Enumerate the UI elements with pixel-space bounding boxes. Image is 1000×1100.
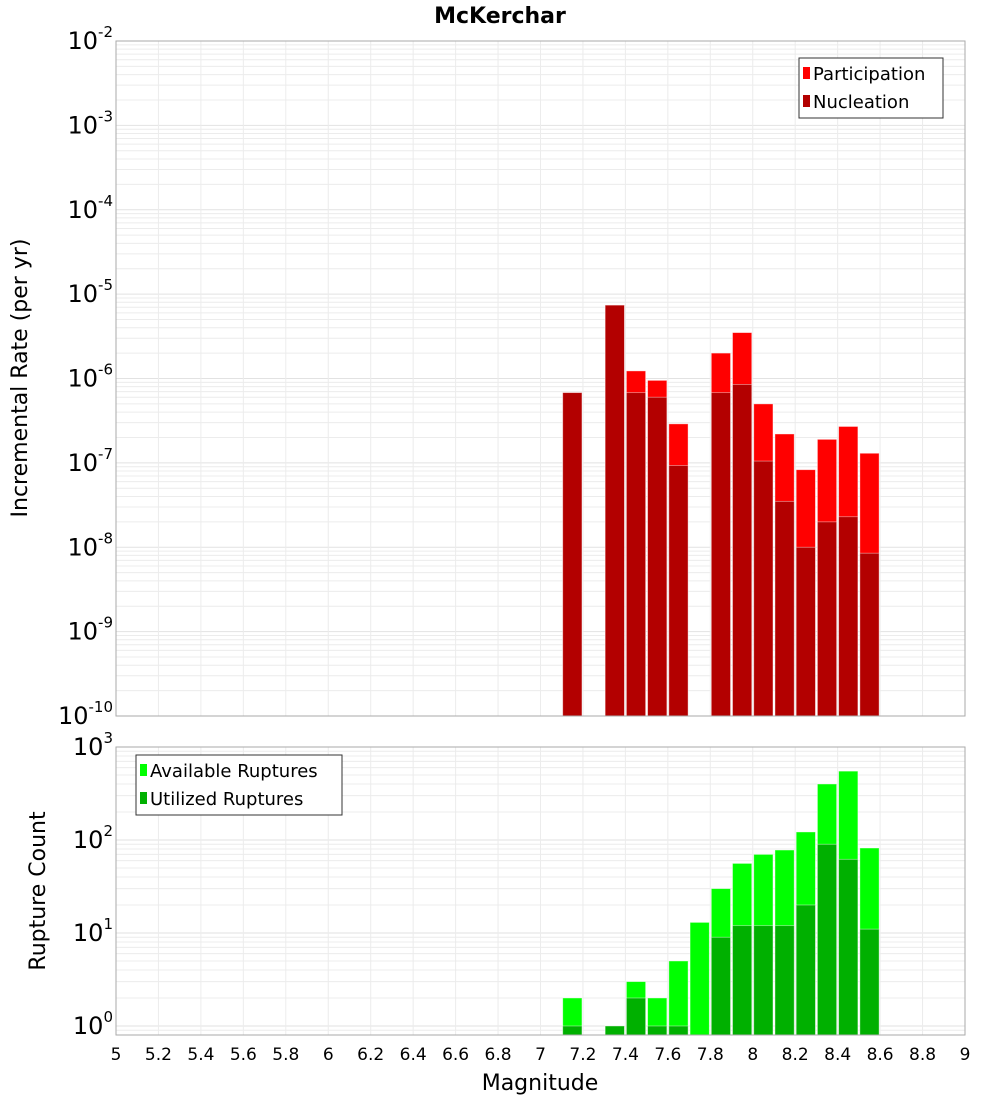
y-tick-label: 102 [73, 822, 113, 854]
y-tick-label: 10-10 [58, 698, 113, 730]
y-tick-label: 10-6 [67, 361, 113, 393]
x-tick-label: 6.4 [400, 1045, 427, 1065]
legend-label: Nucleation [813, 92, 909, 113]
bar-utilized-ruptures [732, 925, 753, 1036]
bar-nucleation [753, 460, 774, 717]
bar-utilized-ruptures [604, 1025, 625, 1036]
x-tick-label: 7.6 [654, 1045, 681, 1065]
legend-swatch [140, 792, 147, 804]
bar-nucleation [838, 516, 859, 717]
x-tick-label: 5.2 [145, 1045, 172, 1065]
bar-available-ruptures [689, 921, 710, 1036]
legend-box [798, 57, 944, 119]
bar-utilized-ruptures [668, 1025, 689, 1036]
bar-nucleation [604, 304, 625, 717]
x-tick-label: 6.2 [357, 1045, 384, 1065]
bar-nucleation [774, 500, 795, 717]
bar-nucleation [859, 552, 880, 717]
x-tick-label: 5 [111, 1045, 122, 1065]
bottom-y-axis-label: Rupture Count [26, 811, 51, 971]
bar-nucleation [626, 392, 647, 717]
x-tick-label: 5.8 [272, 1045, 299, 1065]
x-tick-label: 7.4 [612, 1045, 639, 1065]
bar-utilized-ruptures [562, 1025, 583, 1036]
y-tick-label: 10-9 [67, 614, 113, 646]
legend-label: Available Ruptures [150, 761, 318, 782]
x-tick-label: 6.8 [485, 1045, 512, 1065]
y-tick-label: 10-5 [67, 276, 113, 308]
bar-nucleation [647, 396, 668, 717]
x-tick-label: 6.6 [442, 1045, 469, 1065]
bar-utilized-ruptures [753, 925, 774, 1036]
legend-label: Utilized Ruptures [150, 789, 303, 810]
bar-utilized-ruptures [817, 843, 838, 1036]
chart-title: McKerchar [434, 4, 566, 29]
bar-nucleation [732, 384, 753, 717]
legend-swatch [803, 95, 810, 107]
bar-nucleation [710, 392, 731, 717]
bar-nucleation [817, 521, 838, 717]
x-tick-label: 8.4 [824, 1045, 851, 1065]
y-tick-label: 10-4 [67, 192, 113, 224]
top-y-axis-label: Incremental Rate (per yr) [8, 239, 33, 518]
legend-box [135, 754, 343, 816]
bottom-plot: 103 102 101 100 5 5.2 5.4 5.6 5.8 6 6.2 6.4 6.6 6.8 7 7… [73, 729, 971, 1065]
legend-label: Participation [813, 64, 925, 85]
y-tick-label: 10-7 [67, 445, 113, 477]
bar-nucleation [562, 392, 583, 717]
legend-swatch [140, 764, 147, 776]
y-tick-label: 101 [73, 915, 113, 947]
bar-utilized-ruptures [859, 928, 880, 1036]
x-tick-label: 7 [535, 1045, 546, 1065]
x-tick-label: 5.4 [187, 1045, 214, 1065]
top-plot: 10-2 10-3 10-4 10-5 10-6 10-7 10-8 10-9 10-10 Par… [58, 23, 966, 730]
bar-nucleation [668, 465, 689, 717]
x-tick-label: 7.2 [569, 1045, 596, 1065]
bar-utilized-ruptures [795, 904, 816, 1036]
x-tick-label: 5.6 [230, 1045, 257, 1065]
x-tick-label: 9 [960, 1045, 971, 1065]
x-tick-label: 8.8 [909, 1045, 936, 1065]
y-tick-label: 10-2 [67, 23, 113, 55]
plot-frame [115, 40, 966, 717]
bar-nucleation [795, 546, 816, 717]
y-tick-label: 100 [73, 1008, 113, 1040]
bar-available-ruptures [668, 960, 689, 1036]
plot-frame [115, 746, 966, 1036]
x-tick-label: 8 [747, 1045, 758, 1065]
y-tick-label: 10-3 [67, 107, 113, 139]
bar-utilized-ruptures [774, 925, 795, 1036]
x-tick-label: 8.2 [782, 1045, 809, 1065]
x-tick-label: 6 [323, 1045, 334, 1065]
x-tick-label: 7.8 [697, 1045, 724, 1065]
bar-utilized-ruptures [838, 858, 859, 1036]
x-tick-label: 8.6 [867, 1045, 894, 1065]
bar-utilized-ruptures [626, 997, 647, 1036]
bar-utilized-ruptures [647, 1025, 668, 1036]
x-axis-label: Magnitude [482, 1071, 599, 1096]
y-tick-label: 103 [73, 729, 113, 761]
legend-swatch [803, 67, 810, 79]
bar-utilized-ruptures [710, 936, 731, 1036]
y-tick-label: 10-8 [67, 529, 113, 561]
